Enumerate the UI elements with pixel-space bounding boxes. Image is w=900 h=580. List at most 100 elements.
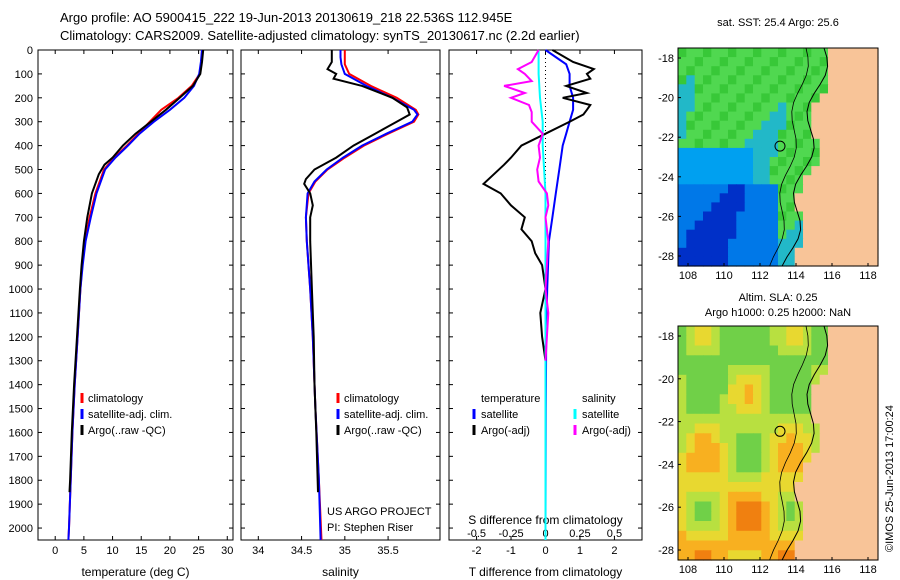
map-x-tick-label: 118: [859, 564, 877, 576]
map-y-tick-label: -18: [658, 331, 674, 343]
argo-float-marker: [774, 140, 786, 152]
y-tick-label: 400: [15, 141, 33, 153]
y-tick-label: 100: [15, 69, 33, 81]
y-tick-label: 1500: [9, 404, 33, 416]
map-frame: [677, 325, 879, 561]
legend-label: Argo(..raw -QC): [344, 425, 422, 437]
sal-satellite-line: [304, 50, 419, 541]
map-y-tick-label: -24: [658, 172, 674, 184]
sdiff-satellite-line: [537, 50, 547, 540]
x-tick-label: 35.5: [377, 545, 398, 557]
y-tick-label: 600: [15, 188, 33, 200]
y-tick-label: 1800: [9, 475, 33, 487]
temp-argo-line: [68, 49, 205, 493]
plot-frame-temperature: [37, 49, 234, 541]
x-tick-label: 34: [252, 545, 264, 557]
legend-label: satellite: [582, 409, 619, 421]
x-tick-label: 20: [164, 545, 176, 557]
x-tick-label: 25: [192, 545, 204, 557]
map-y-tick-label: -22: [658, 417, 674, 429]
y-tick-label: 1900: [9, 499, 33, 511]
shelf-contour: [769, 47, 809, 267]
legend-temperature-heading: temperature: [481, 393, 540, 405]
sst-map-title: sat. SST: 25.4 Argo: 25.6: [717, 17, 839, 29]
coastline: [781, 47, 829, 267]
y-tick-label: 2000: [9, 523, 33, 535]
x-tick-label: 34.5: [291, 545, 312, 557]
sdiff-argo-line: [503, 49, 550, 361]
legend-label: climatology: [344, 393, 400, 405]
sla-map-subtitle: Argo h1000: 0.25 h2000: NaN: [705, 307, 851, 319]
map-x-tick-label: 110: [715, 564, 733, 576]
map-x-tick-label: 110: [715, 270, 733, 282]
shelf-contour: [769, 325, 809, 561]
map-x-tick-label: 114: [787, 270, 805, 282]
x-tick-label: 30: [221, 545, 233, 557]
legend-salinity-heading: salinity: [582, 393, 616, 405]
header-line-2: Climatology: CARS2009. Satellite-adjuste…: [60, 28, 580, 43]
map-y-tick-label: -18: [658, 53, 674, 65]
x-tick-label: 15: [135, 545, 147, 557]
x-tick-label: 1: [577, 545, 583, 557]
temp-satellite-line: [67, 49, 203, 541]
map-y-tick-label: -28: [658, 251, 674, 263]
y-tick-label: 700: [15, 212, 33, 224]
difference-axis-label: T difference from climatology: [469, 565, 623, 579]
legend-label: satellite: [481, 409, 518, 421]
sla-map-title: Altim. SLA: 0.25: [739, 292, 818, 304]
y-tick-label: 1300: [9, 356, 33, 368]
y-tick-label: 200: [15, 93, 33, 105]
x-tick-label: 5: [81, 545, 87, 557]
project-annotation: US ARGO PROJECT: [327, 506, 432, 518]
sla-map: [677, 325, 879, 561]
y-tick-label: 800: [15, 236, 33, 248]
legend-label: Argo(-adj): [481, 425, 530, 437]
map-y-tick-label: -26: [658, 211, 674, 223]
sal-climatology-line: [304, 50, 420, 541]
pi-annotation: PI: Stephen Riser: [327, 522, 414, 534]
salinity-axis-label: salinity: [322, 565, 359, 579]
y-tick-label: 500: [15, 165, 33, 177]
map-y-tick-label: -20: [658, 374, 674, 386]
map-x-tick-label: 116: [823, 270, 841, 282]
temp-climatology-line: [67, 49, 203, 541]
map-x-tick-label: 112: [751, 270, 769, 282]
map-y-tick-label: -22: [658, 132, 674, 144]
x-tick-label: -2: [472, 545, 482, 557]
y-tick-label: 900: [15, 260, 33, 272]
y-tick-label: 0: [27, 45, 33, 57]
tdiff-argo-line: [481, 49, 596, 361]
map-x-tick-label: 108: [679, 564, 697, 576]
x-tick-label: 0: [542, 545, 548, 557]
x-tick-label: 35: [339, 545, 351, 557]
map-y-tick-label: -24: [658, 459, 674, 471]
map-y-tick-label: -20: [658, 93, 674, 105]
s-difference-tick: -0.25: [498, 528, 523, 540]
map-y-tick-label: -26: [658, 502, 674, 514]
y-tick-label: 1100: [9, 308, 33, 320]
map-x-tick-label: 118: [859, 270, 877, 282]
x-tick-label: 0: [52, 545, 58, 557]
y-tick-label: 1400: [9, 380, 33, 392]
x-tick-label: -1: [506, 545, 516, 557]
legend-label: satellite-adj. clim.: [88, 409, 172, 421]
s-difference-tick: 0.25: [569, 528, 590, 540]
legend-label: climatology: [88, 393, 144, 405]
map-x-tick-label: 108: [679, 270, 697, 282]
map-frame: [677, 47, 879, 267]
y-tick-label: 1200: [9, 332, 33, 344]
legend-label: satellite-adj. clim.: [344, 409, 428, 421]
tdiff-satellite-line: [544, 49, 575, 540]
y-tick-label: 1600: [9, 427, 33, 439]
y-tick-label: 1700: [9, 451, 33, 463]
s-difference-tick: 0.5: [607, 528, 622, 540]
temperature-axis-label: temperature (deg C): [81, 565, 189, 579]
coastline: [781, 325, 829, 561]
x-tick-label: 10: [106, 545, 118, 557]
argo-float-marker: [774, 425, 786, 437]
map-x-tick-label: 114: [787, 564, 805, 576]
imos-credit: ©IMOS 25-Jun-2013 17:00:24: [884, 405, 896, 552]
sal-argo-line: [303, 50, 411, 493]
sst-map: [677, 47, 879, 267]
